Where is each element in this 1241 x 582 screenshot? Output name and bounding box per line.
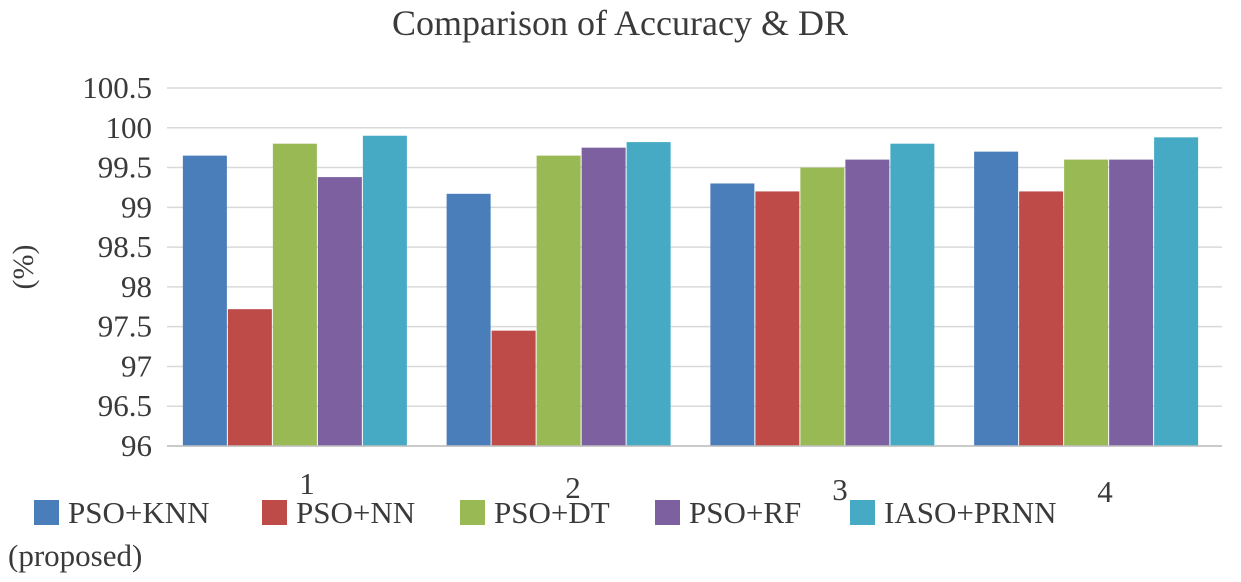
legend: PSO+KNN PSO+NN PSO+DT PSO+RF IASO+PRNN [34, 495, 1057, 530]
y-tick-label: 96 [121, 428, 152, 463]
legend-label: PSO+KNN [68, 495, 210, 530]
y-tick-label: 100.5 [82, 70, 152, 105]
category-labels: 1 2 3 4 [299, 466, 1113, 509]
y-tick-label: 100 [106, 110, 153, 145]
bars [182, 135, 1199, 447]
bar-pso-dt-2 [536, 155, 581, 446]
legend-swatch [655, 500, 680, 525]
y-axis-ticks: 96 96.5 97 97.5 98 98.5 99 99.5 100 100.5 [82, 70, 152, 463]
legend-label: PSO+NN [296, 495, 415, 530]
bar-pso-nn-3 [755, 191, 800, 446]
legend-swatch [850, 500, 875, 525]
bar-pso-dt-1 [272, 143, 317, 446]
y-tick-label: 99.5 [98, 150, 152, 185]
bar-pso-rf-3 [845, 159, 890, 446]
y-tick-label: 96.5 [98, 388, 152, 423]
x-category-label: 1 [299, 466, 315, 501]
legend-swatch [34, 500, 59, 525]
legend-proposed-note: (proposed) [8, 538, 142, 573]
bar-pso-nn-4 [1019, 191, 1064, 446]
bar-pso-knn-4 [974, 151, 1019, 446]
bar-iaso-prnn-4 [1154, 137, 1199, 446]
y-tick-label: 98.5 [98, 229, 152, 264]
bar-iaso-prnn-2 [626, 142, 671, 446]
y-tick-label: 97.5 [98, 309, 152, 344]
y-tick-label: 97 [121, 348, 152, 383]
bar-iaso-prnn-3 [890, 143, 935, 446]
bar-pso-rf-4 [1109, 159, 1154, 446]
y-axis-label: (%) [7, 245, 40, 290]
bar-pso-rf-1 [317, 177, 362, 446]
y-tick-label: 98 [121, 269, 152, 304]
chart-title: Comparison of Accuracy & DR [392, 3, 848, 43]
y-tick-label: 99 [121, 189, 152, 224]
bar-pso-nn-2 [491, 330, 536, 446]
legend-label: IASO+PRNN [884, 495, 1057, 530]
x-category-label: 4 [1097, 474, 1113, 509]
bar-pso-rf-2 [581, 147, 626, 446]
legend-label: PSO+RF [689, 495, 801, 530]
x-category-label: 2 [565, 470, 581, 505]
bar-pso-knn-3 [710, 183, 755, 446]
x-category-label: 3 [832, 472, 848, 507]
bar-pso-nn-1 [227, 309, 272, 446]
legend-swatch [262, 500, 287, 525]
bar-pso-dt-3 [800, 167, 845, 447]
bar-pso-dt-4 [1064, 159, 1109, 446]
legend-swatch [460, 500, 485, 525]
legend-label: PSO+DT [494, 495, 610, 530]
bar-pso-knn-1 [182, 155, 227, 446]
bar-pso-knn-2 [446, 193, 491, 446]
bar-iaso-prnn-1 [362, 135, 407, 446]
